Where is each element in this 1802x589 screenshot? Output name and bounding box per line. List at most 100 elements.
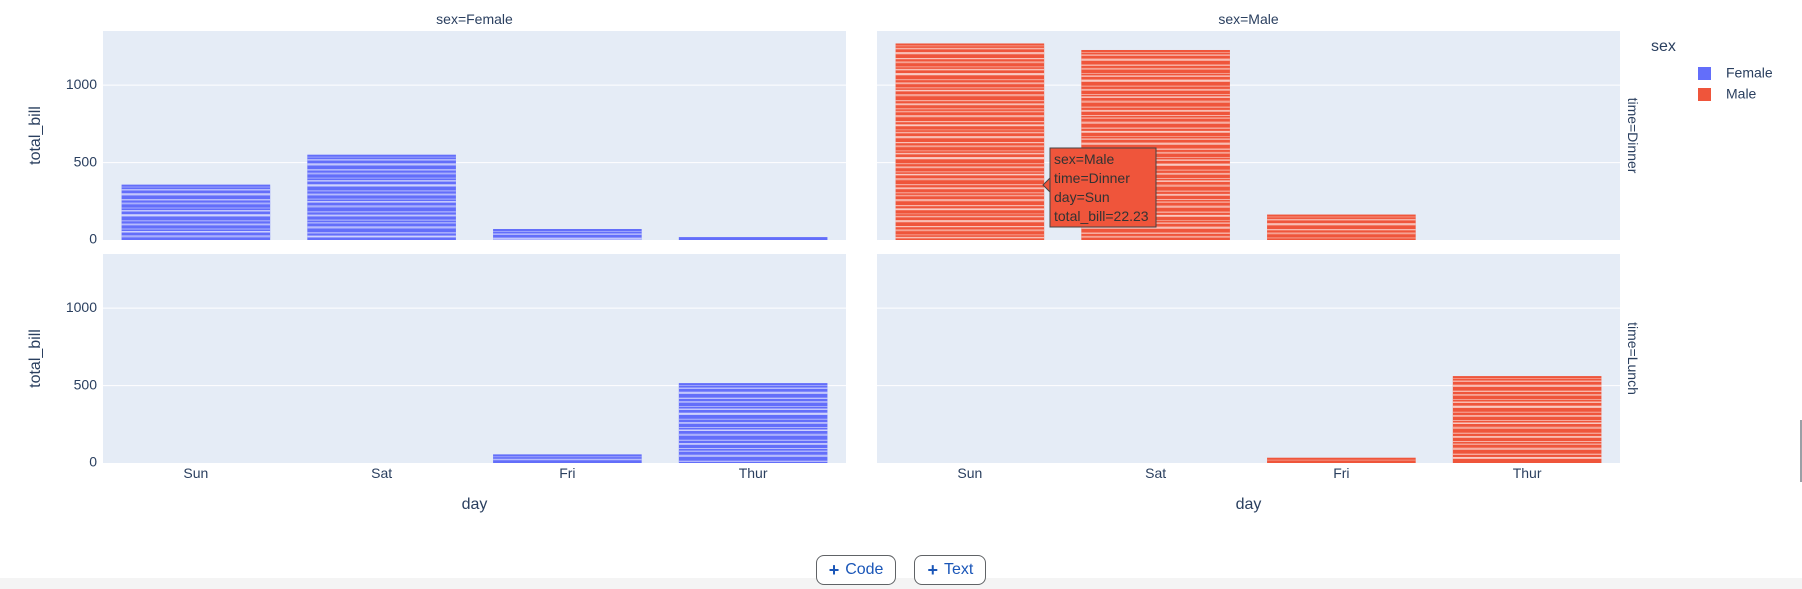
- bar-stripe: [121, 235, 271, 238]
- bar-stripe: [307, 205, 456, 208]
- x-tick-label: Fri: [559, 465, 575, 481]
- x-tick-label: Thur: [739, 465, 768, 481]
- bar-stripe: [1452, 426, 1602, 429]
- bar-stripe: [895, 79, 1045, 81]
- bar-stripe: [895, 157, 1045, 160]
- bar-stripe: [1267, 216, 1416, 218]
- bar-stripe: [307, 156, 456, 158]
- y-tick-label: 0: [89, 454, 97, 470]
- bar-stripe: [307, 169, 456, 171]
- bar-stripe: [1081, 64, 1230, 66]
- bar-stripe: [1452, 399, 1602, 400]
- bar-stripe: [493, 456, 642, 458]
- bar-stripe: [678, 460, 828, 462]
- bar-stripe: [1452, 414, 1602, 417]
- bar-stripe: [1081, 226, 1230, 229]
- bar-stripe: [678, 442, 828, 445]
- bar-stripe: [1452, 405, 1602, 408]
- bar-stripe: [1452, 432, 1602, 434]
- bar-stripe: [678, 412, 828, 415]
- bar-stripe: [678, 421, 828, 424]
- bar-stripe: [895, 234, 1045, 236]
- bar-stripe: [678, 387, 828, 389]
- bar-stripe: [1452, 453, 1602, 455]
- bar-stripe: [1081, 96, 1230, 98]
- add-text-button[interactable]: + Text: [914, 555, 987, 585]
- bar-male-sun[interactable]: [895, 43, 1045, 241]
- bar-stripe: [493, 458, 642, 461]
- bar-stripe: [307, 193, 456, 196]
- y-tick-label: 0: [89, 231, 97, 247]
- bar-stripe: [307, 184, 456, 187]
- bar-stripe: [307, 159, 456, 161]
- bar-male-thur[interactable]: [1452, 376, 1602, 463]
- bar-stripe: [121, 231, 271, 233]
- bar-male-fri[interactable]: [1267, 214, 1416, 240]
- x-tick-label: Sat: [371, 465, 392, 481]
- bar-stripe: [307, 214, 456, 217]
- add-code-button[interactable]: + Code: [815, 555, 897, 585]
- bar-stripe: [1081, 51, 1230, 53]
- bar-stripe: [1452, 447, 1602, 450]
- bar-stripe: [493, 231, 642, 232]
- bar-stripe: [895, 192, 1045, 194]
- bar-female-sat[interactable]: [307, 154, 456, 240]
- bar-stripe: [1081, 58, 1230, 61]
- bar-stripe: [895, 226, 1045, 228]
- bar-stripe: [1267, 237, 1416, 239]
- bar-stripe: [895, 187, 1045, 190]
- bar-stripe: [1267, 459, 1416, 461]
- bar-stripe: [678, 397, 828, 399]
- bar-stripe: [121, 220, 271, 222]
- bar-stripe: [678, 448, 828, 449]
- bar-stripe: [493, 237, 642, 240]
- bar-stripe: [895, 213, 1045, 215]
- bar-stripe: [895, 205, 1045, 207]
- hover-tooltip: [1049, 147, 1157, 228]
- bar-stripe: [678, 429, 828, 431]
- bar-stripe: [1081, 117, 1230, 119]
- bar-stripe: [121, 202, 271, 205]
- bar-stripe: [1081, 72, 1230, 74]
- bar-female-thur[interactable]: [678, 237, 828, 240]
- facet-row-title: time=Lunch: [1625, 322, 1641, 395]
- bar-stripe: [895, 129, 1045, 131]
- scroll-indicator[interactable]: [1800, 420, 1802, 482]
- y-tick-label: 1000: [66, 76, 97, 92]
- bar-stripe: [678, 450, 828, 452]
- bar-stripe: [895, 110, 1045, 113]
- y-axis-title: total_bill: [27, 106, 44, 165]
- bar-stripe: [1081, 109, 1230, 112]
- bar-stripe: [678, 385, 828, 386]
- bar-stripe: [1081, 232, 1230, 234]
- bar-female-fri[interactable]: [493, 454, 642, 463]
- bar-stripe: [1267, 218, 1416, 221]
- bar-stripe: [121, 228, 271, 230]
- legend-item-label: Female: [1726, 65, 1773, 81]
- bar-stripe: [1452, 411, 1602, 413]
- bar-stripe: [895, 215, 1045, 218]
- bar-stripe: [895, 199, 1045, 202]
- bar-stripe: [895, 220, 1045, 223]
- y-tick-label: 500: [74, 153, 98, 169]
- bar-stripe: [895, 166, 1045, 169]
- bar-stripe: [895, 184, 1045, 186]
- bar-stripe: [678, 406, 828, 407]
- bar-stripe: [1081, 142, 1230, 145]
- bar-stripe: [895, 52, 1045, 55]
- bar-stripe: [1081, 121, 1230, 124]
- legend-swatch-male[interactable]: [1698, 88, 1711, 101]
- bar-stripe: [1452, 390, 1602, 392]
- tooltip-line: sex=Male: [1054, 151, 1115, 167]
- bar-stripe: [307, 222, 456, 224]
- bar-stripe: [1081, 54, 1230, 56]
- bar-stripe: [678, 408, 828, 410]
- tooltip-line: day=Sun: [1054, 189, 1110, 205]
- x-tick-label: Sun: [183, 465, 208, 481]
- bar-stripe: [678, 433, 828, 436]
- plus-icon: +: [927, 560, 938, 580]
- bar-stripe: [895, 87, 1045, 89]
- legend-swatch-female[interactable]: [1698, 67, 1711, 80]
- add-code-label: Code: [845, 561, 884, 578]
